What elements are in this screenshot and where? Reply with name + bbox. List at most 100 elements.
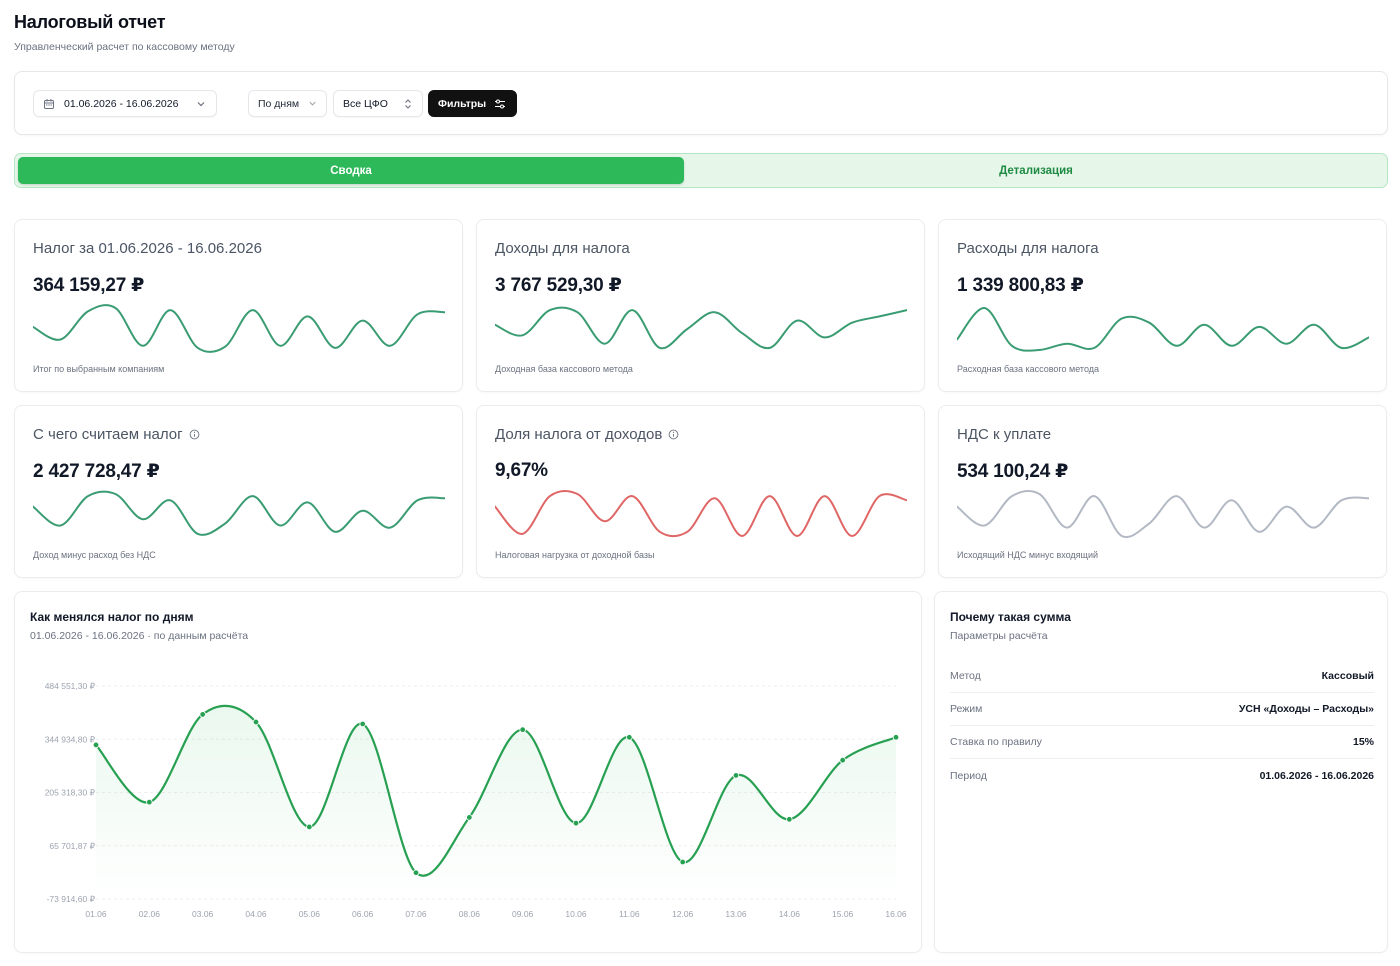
kpi-title: Налог за 01.06.2026 - 16.06.2026 bbox=[33, 240, 262, 257]
chart-subtitle: 01.06.2026 - 16.06.2026 · по данным расч… bbox=[30, 630, 249, 642]
x-tick-label: 07.06 bbox=[405, 909, 427, 919]
data-point[interactable] bbox=[412, 869, 420, 876]
x-tick-label: 04.06 bbox=[245, 909, 267, 919]
page-subtitle: Управленческий расчет по кассовому метод… bbox=[14, 41, 235, 53]
cfo-select[interactable]: Все ЦФО bbox=[333, 90, 423, 117]
x-tick-label: 03.06 bbox=[192, 909, 214, 919]
kpi-card-expenses: Расходы для налога 1 339 800,83 ₽ Расход… bbox=[938, 219, 1387, 392]
calendar-icon bbox=[43, 98, 55, 110]
sparkline-path bbox=[957, 307, 1369, 352]
kpi-title-text: Доходы для налога bbox=[495, 240, 630, 257]
data-point[interactable] bbox=[679, 858, 686, 866]
kpi-title-text: Доля налога от доходов bbox=[495, 426, 663, 443]
x-tick-label: 10.06 bbox=[565, 909, 587, 919]
data-point[interactable] bbox=[466, 814, 473, 821]
kpi-value: 1 339 800,83 ₽ bbox=[957, 275, 1084, 296]
date-range-picker[interactable]: 01.06.2026 - 16.06.2026 bbox=[33, 90, 217, 117]
kpi-title-text: Налог за 01.06.2026 - 16.06.2026 bbox=[33, 240, 262, 257]
param-row-period: Период 01.06.2026 - 16.06.2026 bbox=[950, 759, 1374, 792]
kpi-title-text: С чего считаем налог bbox=[33, 426, 183, 443]
kpi-note: Исходящий НДС минус входящий bbox=[957, 550, 1099, 560]
tab-details[interactable]: Детализация bbox=[999, 164, 1073, 177]
info-icon[interactable] bbox=[189, 429, 200, 440]
x-tick-label: 13.06 bbox=[725, 909, 747, 919]
kpi-value: 9,67% bbox=[495, 460, 548, 481]
kpi-value: 3 767 529,30 ₽ bbox=[495, 275, 622, 296]
chevron-updown-icon bbox=[403, 98, 413, 113]
data-point[interactable] bbox=[92, 741, 100, 749]
data-point[interactable] bbox=[359, 720, 366, 728]
kpi-title: Расходы для налога bbox=[957, 240, 1099, 257]
x-tick-label: 15.06 bbox=[832, 909, 854, 919]
params-title: Почему такая сумма bbox=[950, 610, 1071, 624]
tab-summary[interactable]: Сводка bbox=[18, 157, 684, 184]
sparkline bbox=[495, 306, 907, 350]
param-label: Метод bbox=[950, 670, 981, 682]
y-tick-label: 205 318,30 ₽ bbox=[45, 788, 96, 798]
kpi-card-tax: Налог за 01.06.2026 - 16.06.2026 364 159… bbox=[14, 219, 463, 392]
view-tabs: Сводка Детализация bbox=[14, 153, 1388, 188]
grouping-select[interactable]: По дням bbox=[248, 90, 327, 117]
filters-label: Фильтры bbox=[438, 97, 487, 110]
kpi-note: Налоговая нагрузка от доходной базы bbox=[495, 550, 655, 560]
x-tick-label: 02.06 bbox=[139, 909, 161, 919]
data-point[interactable] bbox=[519, 726, 526, 733]
sparkline-path bbox=[957, 490, 1369, 539]
chevron-down-icon bbox=[308, 99, 317, 111]
param-value: Кассовый bbox=[1321, 670, 1374, 682]
page-header: Налоговый отчет Управленческий расчет по… bbox=[14, 12, 235, 53]
kpi-card-tax-share: Доля налога от доходов 9,67% Налоговая н… bbox=[476, 405, 925, 578]
info-icon[interactable] bbox=[668, 429, 679, 440]
filters-button[interactable]: Фильтры bbox=[428, 90, 517, 117]
kpi-title-text: Расходы для налога bbox=[957, 240, 1099, 257]
kpi-title: Доля налога от доходов bbox=[495, 426, 679, 443]
kpi-note: Доход минус расход без НДС bbox=[33, 550, 156, 560]
chevron-down-icon bbox=[196, 99, 206, 112]
x-tick-label: 01.06 bbox=[85, 909, 107, 919]
x-tick-label: 05.06 bbox=[299, 909, 321, 919]
y-tick-label: 484 551,30 ₽ bbox=[45, 681, 96, 691]
kpi-value: 534 100,24 ₽ bbox=[957, 461, 1069, 482]
params-subtitle: Параметры расчёта bbox=[950, 630, 1048, 642]
kpi-title: Доходы для налога bbox=[495, 240, 630, 257]
data-point[interactable] bbox=[892, 734, 900, 741]
data-point[interactable] bbox=[626, 734, 633, 741]
sparkline bbox=[33, 490, 445, 536]
toolbar: 01.06.2026 - 16.06.2026 По дням Все ЦФО … bbox=[14, 71, 1388, 135]
kpi-title: С чего считаем налог bbox=[33, 426, 200, 443]
param-label: Период bbox=[950, 769, 987, 782]
x-tick-label: 06.06 bbox=[352, 909, 374, 919]
sparkline bbox=[495, 490, 907, 538]
sparkline bbox=[957, 307, 1369, 352]
data-point[interactable] bbox=[306, 823, 313, 831]
calculation-params-card: Почему такая сумма Параметры расчёта Мет… bbox=[934, 591, 1388, 953]
data-point[interactable] bbox=[146, 798, 153, 806]
data-point[interactable] bbox=[572, 819, 580, 827]
data-point[interactable] bbox=[252, 718, 260, 726]
kpi-value: 364 159,27 ₽ bbox=[33, 275, 145, 296]
data-point[interactable] bbox=[839, 757, 846, 764]
param-value: 15% bbox=[1352, 736, 1374, 748]
y-tick-label: 65 701,87 ₽ bbox=[49, 841, 95, 851]
y-tick-label: 344 934,80 ₽ bbox=[45, 734, 96, 744]
page-title: Налоговый отчет bbox=[14, 12, 166, 32]
data-point[interactable] bbox=[786, 816, 793, 823]
data-point[interactable] bbox=[732, 772, 740, 779]
kpi-note: Доходная база кассового метода bbox=[495, 364, 633, 374]
daily-tax-chart: 484 551,30 ₽ 344 934,80 ₽ 205 318,30 ₽ 65 7… bbox=[45, 681, 907, 919]
data-point[interactable] bbox=[199, 711, 206, 718]
param-row-rate: Ставка по правилу 15% bbox=[950, 726, 1374, 759]
x-tick-label: 14.06 bbox=[779, 909, 801, 919]
kpi-card-vat: НДС к уплате 534 100,24 ₽ Исходящий НДС … bbox=[938, 405, 1387, 578]
chart-title: Как менялся налог по дням bbox=[30, 610, 194, 624]
x-tick-label: 08.06 bbox=[459, 909, 481, 919]
sparkline bbox=[33, 304, 445, 353]
x-tick-label: 09.06 bbox=[512, 909, 534, 919]
param-row-method: Метод Кассовый bbox=[950, 660, 1374, 693]
kpi-title-text: НДС к уплате bbox=[957, 426, 1052, 443]
cfo-value: Все ЦФО bbox=[343, 97, 388, 110]
daily-tax-chart-card: 484 551,30 ₽ 344 934,80 ₽ 205 318,30 ₽ 65 7… bbox=[14, 591, 922, 953]
kpi-card-tax-base: С чего считаем налог 2 427 728,47 ₽ Дохо… bbox=[14, 405, 463, 578]
y-tick-label: -73 914,60 ₽ bbox=[47, 894, 96, 904]
sparkline-path bbox=[495, 490, 907, 538]
